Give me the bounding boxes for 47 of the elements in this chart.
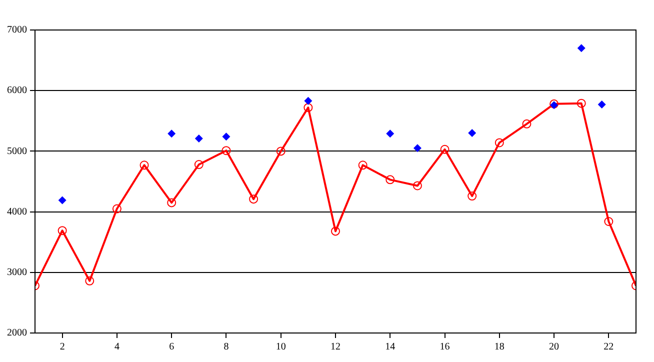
point bbox=[577, 44, 586, 52]
point bbox=[304, 103, 313, 112]
x-tick-label: 14 bbox=[385, 342, 396, 353]
point bbox=[598, 100, 606, 109]
point bbox=[331, 226, 340, 236]
x-tick-label: 10 bbox=[276, 342, 286, 353]
x-tick-label: 16 bbox=[440, 342, 450, 353]
point bbox=[194, 134, 203, 142]
point bbox=[85, 276, 94, 286]
y-tick-label: 4000 bbox=[7, 206, 27, 218]
x-tick-label: 8 bbox=[224, 342, 229, 353]
y-tick-label: 6000 bbox=[7, 85, 27, 96]
point bbox=[386, 175, 395, 184]
point bbox=[413, 144, 422, 152]
point bbox=[440, 144, 450, 154]
point bbox=[58, 226, 67, 236]
point bbox=[522, 119, 532, 128]
x-tick-label: 4 bbox=[114, 342, 120, 353]
point bbox=[276, 146, 286, 156]
x-tick-label: 20 bbox=[549, 342, 560, 353]
x-tick-label: 12 bbox=[330, 342, 340, 353]
point bbox=[468, 129, 476, 138]
point bbox=[468, 192, 477, 201]
point bbox=[386, 130, 394, 138]
point bbox=[112, 204, 122, 214]
point bbox=[494, 138, 504, 148]
point bbox=[167, 198, 176, 208]
y-tick-label: 3000 bbox=[7, 267, 27, 278]
point bbox=[140, 160, 149, 170]
x-tick-label: 6 bbox=[169, 342, 174, 353]
y-tick-label: 5000 bbox=[7, 146, 27, 157]
point bbox=[412, 181, 422, 190]
point bbox=[604, 216, 614, 226]
point bbox=[304, 96, 312, 105]
point bbox=[222, 132, 230, 141]
y-tick-label: 2000 bbox=[7, 328, 27, 339]
x-tick-label: 18 bbox=[494, 342, 504, 353]
point bbox=[168, 130, 176, 138]
x-tick-label: 22 bbox=[604, 342, 614, 353]
point bbox=[576, 98, 586, 108]
point bbox=[222, 146, 231, 156]
point bbox=[58, 196, 66, 204]
point bbox=[358, 160, 368, 170]
point bbox=[194, 160, 204, 170]
point bbox=[249, 194, 258, 204]
x-tick-label: 2 bbox=[60, 342, 65, 353]
y-tick-label: 7000 bbox=[7, 24, 27, 36]
